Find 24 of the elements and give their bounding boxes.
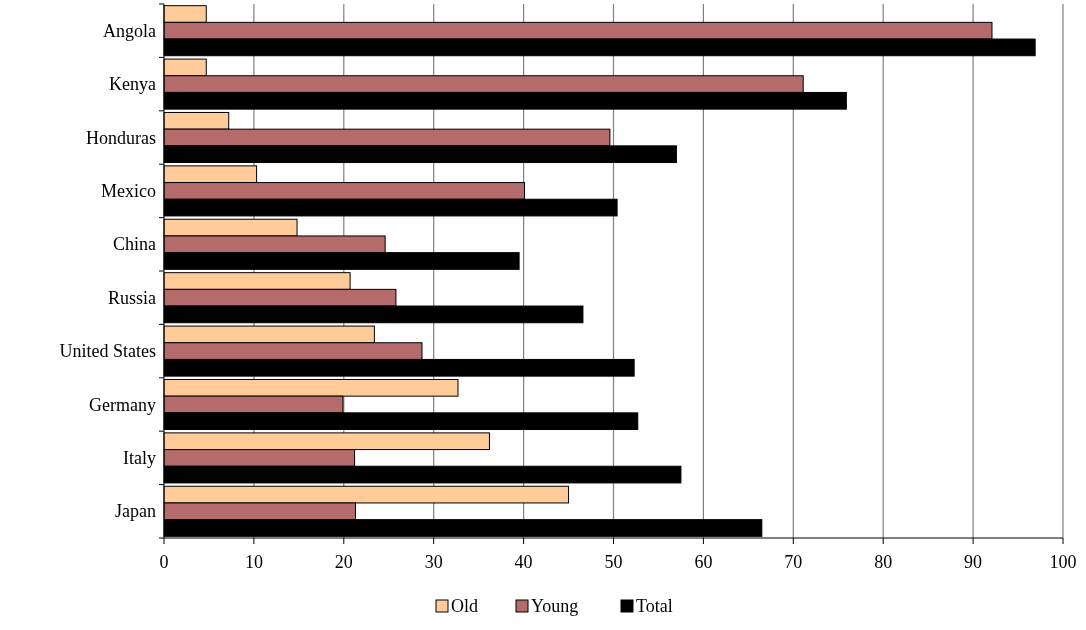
y-tick-label: Kenya	[109, 74, 156, 95]
x-tick-label: 70	[784, 552, 803, 572]
y-tick-label: Mexico	[101, 180, 156, 201]
y-tick-label: United States	[59, 341, 156, 362]
y-tick-label: Italy	[123, 447, 156, 468]
x-tick-label: 0	[159, 552, 169, 572]
y-tick-label: Angola	[103, 20, 156, 41]
legend-label: Total	[636, 596, 673, 616]
y-tick-label: Germany	[89, 394, 156, 415]
y-tick-label: Honduras	[86, 127, 156, 148]
x-tick-label: 80	[874, 552, 893, 572]
x-tick-label: 40	[514, 552, 533, 572]
x-tick-label: 50	[604, 552, 623, 572]
legend-label: Old	[451, 596, 478, 616]
y-tick-label: China	[113, 234, 157, 255]
x-tick-label: 90	[964, 552, 983, 572]
x-tick-label: 10	[244, 552, 263, 572]
y-tick-label: Japan	[115, 501, 156, 522]
y-tick-label: Russia	[107, 287, 156, 308]
x-tick-label: 100	[1049, 552, 1077, 572]
x-tick-label: 60	[694, 552, 713, 572]
legend-label: Young	[531, 596, 579, 616]
x-tick-label: 30	[424, 552, 443, 572]
x-tick-label: 20	[334, 552, 353, 572]
